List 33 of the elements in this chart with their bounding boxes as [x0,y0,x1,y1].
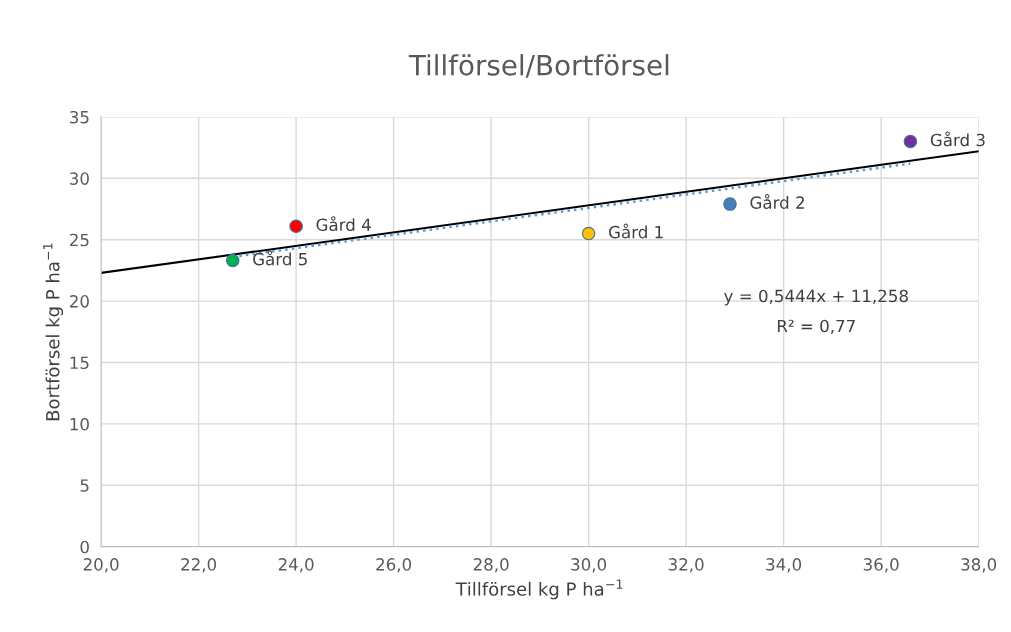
point [581,226,596,241]
series-label: Gård 1 [609,223,663,239]
x-tick-label: 38,0 [961,558,997,573]
series-label: Gård 2 [750,194,804,209]
annotation: R² = 0,77 [777,319,855,335]
y-tick-label: 5 [80,479,89,492]
series-label: Gård 3 [930,131,985,147]
x-tick-label: 36,0 [863,558,899,573]
y-tick-label: 20 [70,295,89,308]
y-tick-label: 10 [70,417,89,431]
y-tick-label: 35 [70,110,89,124]
y-tick-label: 30 [70,172,89,185]
y-tick-label: 15 [70,356,89,370]
x-tick-label: 34,0 [766,558,802,573]
point [289,219,303,233]
x-tick-label: 20,0 [83,558,119,573]
annotation: y = 0,5444x + 11,258 [724,289,908,306]
y-tick-label: 0 [80,540,89,554]
x-tick-label: 28,0 [473,558,509,573]
point [723,197,737,211]
point [225,253,240,268]
x-tick-label: 30,0 [571,558,607,573]
y-axis-title: Bortförsel kg P ha$^{−1}$ [43,243,64,421]
x-axis-title: Tillförsel kg P ha$^{−1}$ [455,579,623,600]
x-tick-label: 24,0 [278,558,314,573]
series-label: Gård 4 [316,216,371,232]
chart-title: Tillförsel/Bortförsel [408,54,669,78]
x-tick-label: 22,0 [181,558,217,573]
point [903,134,918,149]
x-tick-label: 26,0 [376,558,412,573]
y-tick-label: 25 [70,233,89,247]
x-tick-label: 32,0 [668,558,704,573]
series-label: Gård 5 [253,250,307,266]
